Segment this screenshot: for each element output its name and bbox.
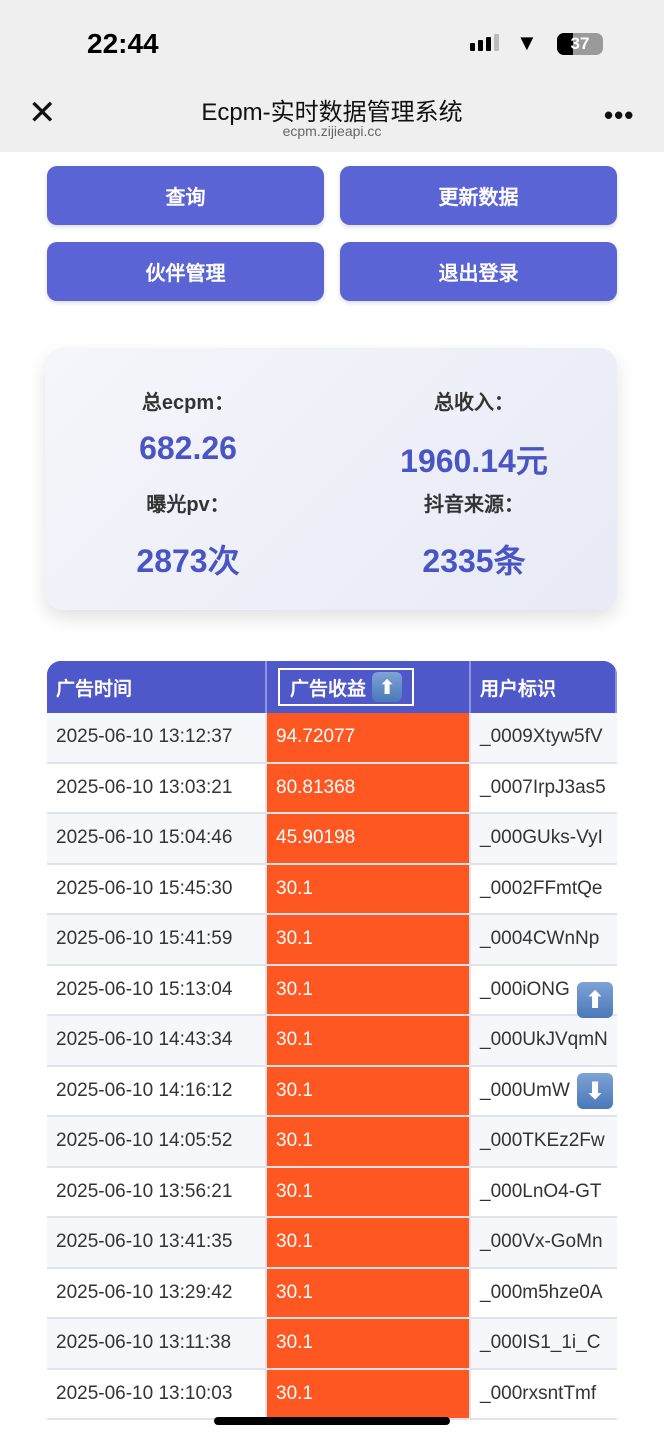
header-user-id[interactable]: 用户标识 (471, 661, 617, 713)
cell-ad-revenue: 30.1 (267, 1268, 471, 1317)
cell-ad-revenue: 30.1 (267, 1319, 471, 1368)
table-row[interactable]: 2025-06-10 14:43:34 30.1 _000UkJVqmN (47, 1016, 617, 1067)
home-indicator[interactable] (214, 1417, 450, 1425)
table-row[interactable]: 2025-06-10 13:56:21 30.1 _000LnO4-GT (47, 1167, 617, 1218)
cell-ad-revenue: 80.81368 (267, 763, 471, 812)
cell-ad-revenue: 30.1 (267, 1369, 471, 1418)
cell-ad-time: 2025-06-10 15:04:46 (47, 814, 267, 863)
page-url: ecpm.zijieapi.cc (282, 123, 382, 139)
pv-label: 曝光pv： (146, 494, 230, 516)
top-bar: 22:44 ▼ 37 ✕ Ecpm-实时数据管理系统 ecpm.zijieapi… (0, 0, 664, 152)
cell-ad-revenue: 94.72077 (267, 713, 471, 762)
close-icon[interactable]: ✕ (28, 94, 57, 132)
cell-ad-time: 2025-06-10 13:41:35 (47, 1218, 267, 1267)
cell-ad-revenue: 30.1 (267, 965, 471, 1014)
cell-user-id: _000TKEz2Fw (471, 1117, 617, 1166)
table-row[interactable]: 2025-06-10 13:11:38 30.1 _000IS1_1i_C (47, 1319, 617, 1370)
update-data-button[interactable]: 更新数据 (340, 166, 617, 225)
table-row[interactable]: 2025-06-10 13:10:03 30.1 _000rxsntTmf (47, 1369, 617, 1420)
table-row[interactable]: 2025-06-10 13:29:42 30.1 _000m5hze0A (47, 1268, 617, 1319)
cell-ad-revenue: 30.1 (267, 864, 471, 913)
cell-ad-revenue: 45.90198 (267, 814, 471, 863)
table-row[interactable]: 2025-06-10 14:16:12 30.1 _000UmW (47, 1066, 617, 1117)
table-row[interactable]: 2025-06-10 15:04:46 45.90198 _000GUks-VyI (47, 814, 617, 865)
cell-user-id: _000iONG (480, 978, 570, 1000)
cell-user-id: _000LnO4-GT (480, 1180, 602, 1202)
cell-ad-time: 2025-06-10 13:10:03 (47, 1369, 267, 1418)
source-value: 2335条 (422, 543, 526, 579)
cell-user-id: _0007IrpJ3as5 (480, 776, 606, 798)
cell-ad-time: 2025-06-10 15:41:59 (47, 915, 267, 964)
cell-ad-time: 2025-06-10 14:16:12 (47, 1066, 267, 1115)
header-ad-revenue[interactable]: 广告收益 ⬆ (267, 661, 471, 713)
cell-user-id: _0009Xtyw5fV (471, 713, 617, 762)
cell-ad-revenue: 30.1 (267, 1066, 471, 1115)
cell-ad-revenue: 30.1 (267, 1016, 471, 1065)
cell-user-id: _000Vx-GoMn (471, 1218, 617, 1267)
more-icon[interactable]: ••• (604, 100, 635, 130)
cell-ad-revenue: 30.1 (267, 1117, 471, 1166)
status-time: 22:44 (87, 28, 159, 59)
ecpm-value: 682.26 (139, 430, 237, 466)
table-row[interactable]: 2025-06-10 14:05:52 30.1 _000TKEz2Fw (47, 1117, 617, 1168)
cell-ad-time: 2025-06-10 15:13:04 (47, 965, 267, 1014)
table-row[interactable]: 2025-06-10 13:03:21 80.81368 _0007IrpJ3as5 (47, 763, 617, 814)
table-row[interactable]: 2025-06-10 15:13:04 30.1 _000iONG (47, 965, 617, 1016)
source-label: 抖音来源： (424, 494, 524, 516)
scroll-bottom-button[interactable]: ⬇ (577, 1073, 613, 1109)
page-title: Ecpm-实时数据管理系统 (201, 99, 463, 126)
cell-ad-time: 2025-06-10 13:12:37 (47, 713, 267, 762)
up-arrow-icon: ⬆ (372, 672, 403, 702)
cell-user-id: _000GUks-VyI (471, 814, 617, 863)
battery-level: 37 (570, 34, 590, 53)
cell-ad-time: 2025-06-10 14:05:52 (47, 1117, 267, 1166)
table-row[interactable]: 2025-06-10 13:12:37 94.72077 _0009Xtyw5fV (47, 713, 617, 764)
table-row[interactable]: 2025-06-10 15:45:30 30.1 _0002FFmtQe (47, 864, 617, 915)
cell-ad-time: 2025-06-10 14:43:34 (47, 1016, 267, 1065)
cell-user-id: _000m5hze0A (480, 1281, 603, 1303)
ad-data-table: 广告时间 广告收益 ⬆ 用户标识 2025-06-10 13:12:37 94.72… (47, 661, 617, 1439)
pv-value: 2873次 (136, 543, 240, 579)
cell-ad-revenue: 30.1 (267, 1167, 471, 1216)
table-row[interactable]: 2025-06-10 15:41:59 30.1 _0004CWnNp (47, 915, 617, 966)
income-value: 1960.14元 (400, 443, 548, 479)
header-ad-revenue-label: 广告收益 (290, 678, 367, 700)
cell-user-id: _000UkJVqmN (471, 1016, 617, 1065)
up-arrow-icon: ⬆ (577, 982, 613, 1018)
query-button[interactable]: 查询 (47, 166, 324, 225)
signal-icon (470, 34, 499, 51)
table-row[interactable]: 2025-06-10 13:41:35 30.1 _000Vx-GoMn (47, 1218, 617, 1269)
logout-button[interactable]: 退出登录 (340, 242, 617, 301)
cell-user-id: _000rxsntTmf (480, 1382, 597, 1404)
header-ad-time[interactable]: 广告时间 (47, 661, 267, 713)
cell-user-id: _000IS1_1i_C (471, 1319, 617, 1368)
cell-user-id: _0002FFmtQe (480, 877, 603, 899)
summary-card: 总ecpm： 682.26 总收入： 1960.14元 曝光pv： 2873次 … (45, 348, 617, 610)
cell-ad-time: 2025-06-10 15:45:30 (47, 864, 267, 913)
partner-management-button[interactable]: 伙伴管理 (47, 242, 324, 301)
down-arrow-icon: ⬇ (577, 1073, 613, 1109)
cell-ad-time: 2025-06-10 13:11:38 (47, 1319, 267, 1368)
battery-icon: 37 (557, 33, 603, 55)
cell-ad-time: 2025-06-10 13:56:21 (47, 1167, 267, 1216)
wifi-icon: ▼ (516, 30, 538, 55)
sort-button[interactable]: 广告收益 ⬆ (278, 668, 415, 706)
table-header: 广告时间 广告收益 ⬆ 用户标识 (47, 661, 617, 713)
cell-ad-time: 2025-06-10 13:03:21 (47, 763, 267, 812)
cell-ad-revenue: 30.1 (267, 915, 471, 964)
scroll-top-button[interactable]: ⬆ (577, 982, 613, 1018)
cell-ad-time: 2025-06-10 13:29:42 (47, 1268, 267, 1317)
cell-user-id: _000UmW (480, 1079, 570, 1101)
ecpm-label: 总ecpm： (141, 392, 235, 414)
income-label: 总收入： (434, 392, 514, 414)
cell-ad-revenue: 30.1 (267, 1218, 471, 1267)
cell-user-id: _0004CWnNp (471, 915, 617, 964)
